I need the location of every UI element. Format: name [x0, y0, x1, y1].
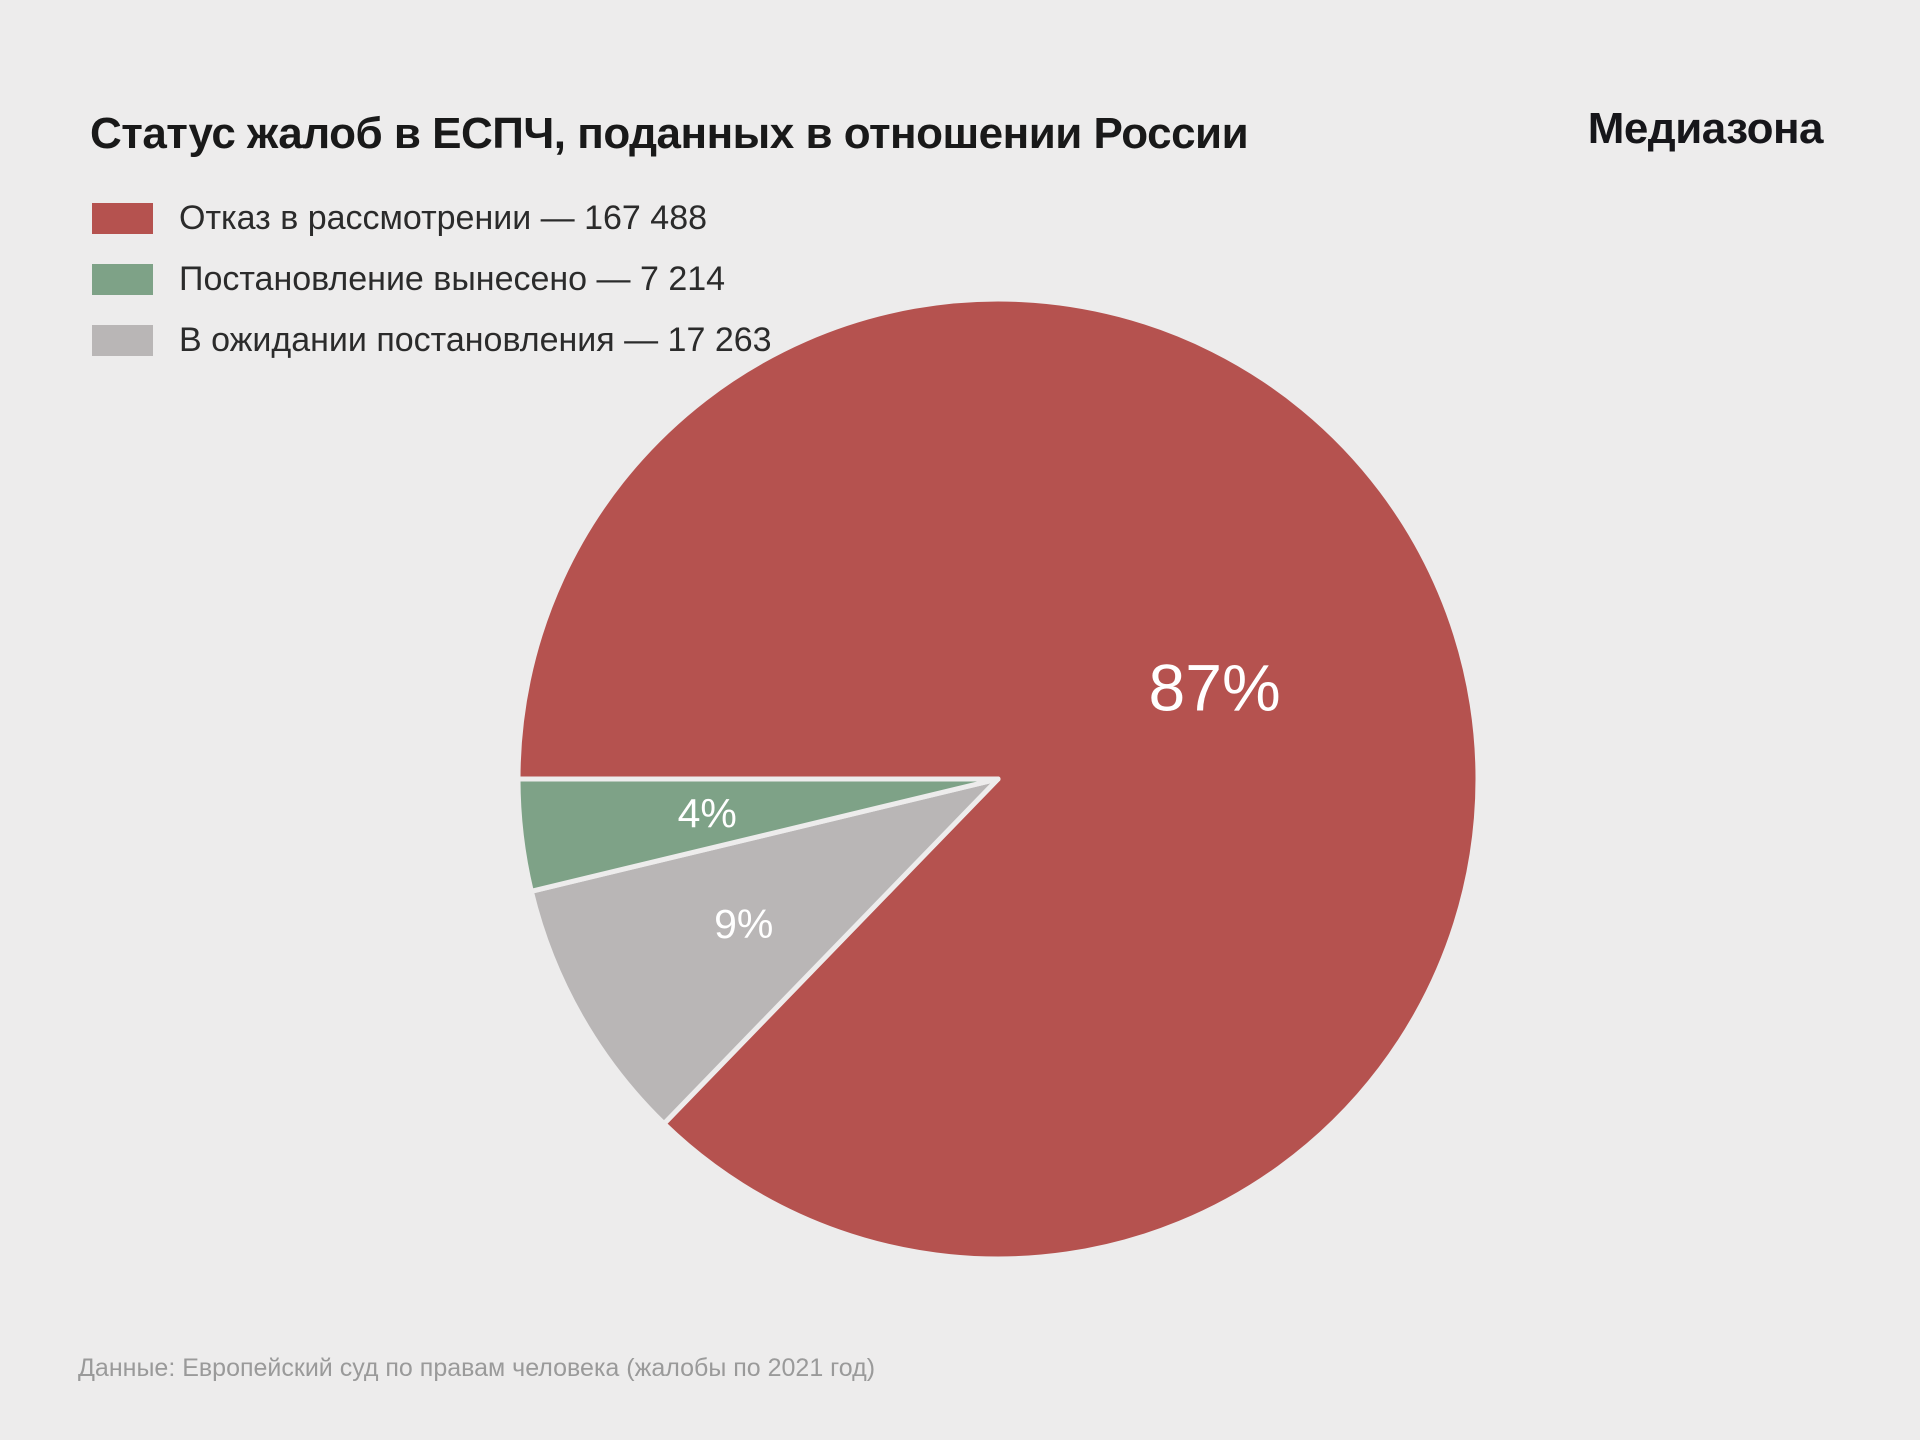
legend-swatch-judgment-delivered [92, 264, 153, 295]
legend-label: Постановление вынесено — 7 214 [179, 260, 726, 298]
pie-slice-label-rejected: 87% [1149, 650, 1281, 724]
legend-label: Отказ в рассмотрении — 167 488 [179, 199, 708, 237]
legend-label: В ожидании постановления — 17 263 [179, 321, 772, 359]
legend: Отказ в рассмотрении — 167 488 Постановле… [92, 199, 772, 386]
legend-swatch-rejected [92, 203, 153, 234]
legend-swatch-awaiting-judgment [92, 325, 153, 356]
legend-item-awaiting-judgment: В ожидании постановления — 17 263 [92, 321, 772, 359]
pie-slice-judgment-delivered [515, 776, 1001, 894]
source-note: Данные: Европейский суд по правам челове… [78, 1354, 876, 1382]
pie-slice-label-awaiting-judgment: 9% [714, 901, 773, 947]
legend-item-rejected: Отказ в рассмотрении — 167 488 [92, 199, 772, 237]
legend-item-judgment-delivered: Постановление вынесено — 7 214 [92, 260, 772, 298]
pie-slice-label-judgment-delivered: 4% [678, 791, 737, 837]
mediazona-logo: Медиазона [1587, 104, 1824, 153]
chart-title: Статус жалоб в ЕСПЧ, поданных в отношени… [90, 109, 1249, 158]
